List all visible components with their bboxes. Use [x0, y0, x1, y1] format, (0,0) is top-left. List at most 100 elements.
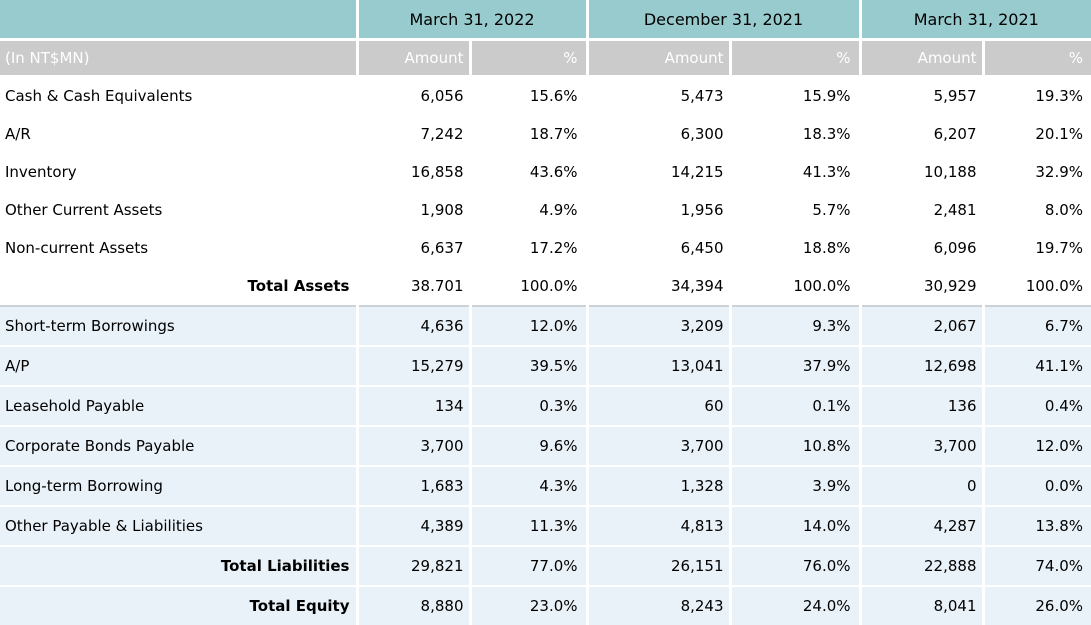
- percent-header: %: [730, 39, 862, 77]
- period-header-march-2022: March 31, 2022: [357, 0, 589, 41]
- amount-cell: 29,821: [357, 545, 472, 586]
- percent-cell: 9.3%: [730, 305, 862, 346]
- amount-cell: 3,209: [587, 305, 732, 346]
- amount-cell: 14,215: [587, 153, 732, 191]
- amount-cell: 30,929: [860, 267, 985, 306]
- amount-cell: 134: [357, 385, 472, 426]
- amount-cell: 2,481: [860, 191, 985, 229]
- percent-cell: 19.3%: [983, 76, 1091, 115]
- amount-cell: 4,287: [860, 505, 985, 546]
- table-row: Total Assets 38.701 100.0% 34,394 100.0% 30,9…: [0, 267, 1091, 306]
- amount-cell: 7,242: [357, 115, 472, 153]
- amount-cell: 136: [860, 385, 985, 426]
- amount-cell: 1,908: [357, 191, 472, 229]
- table-row: Other Payable & Liabilities 4,389 11.3% 4,8…: [0, 505, 1091, 546]
- percent-cell: 3.9%: [730, 465, 862, 506]
- amount-cell: 1,683: [357, 465, 472, 506]
- percent-cell: 0.1%: [730, 385, 862, 426]
- percent-cell: 6.7%: [983, 305, 1091, 346]
- percent-cell: 43.6%: [470, 153, 589, 191]
- row-label: Total Liabilities: [0, 545, 359, 586]
- amount-header: Amount: [587, 39, 732, 77]
- percent-cell: 19.7%: [983, 229, 1091, 267]
- amount-cell: 38.701: [357, 267, 472, 306]
- percent-cell: 23.0%: [470, 585, 589, 625]
- table-row: Cash & Cash Equivalents 6,056 15.6% 5,473 15…: [0, 76, 1091, 115]
- row-label: Cash & Cash Equivalents: [0, 76, 359, 115]
- amount-cell: 1,956: [587, 191, 732, 229]
- percent-cell: 15.9%: [730, 76, 862, 115]
- percent-header: %: [983, 39, 1091, 77]
- amount-cell: 5,957: [860, 76, 985, 115]
- amount-cell: 60: [587, 385, 732, 426]
- percent-cell: 4.9%: [470, 191, 589, 229]
- row-label: Short-term Borrowings: [0, 305, 359, 346]
- amount-cell: 6,300: [587, 115, 732, 153]
- percent-cell: 100.0%: [470, 267, 589, 306]
- amount-header: Amount: [357, 39, 472, 77]
- row-label: Other Payable & Liabilities: [0, 505, 359, 546]
- amount-cell: 4,636: [357, 305, 472, 346]
- period-header-row: March 31, 2022 December 31, 2021 March 3…: [0, 0, 1091, 41]
- row-label: Corporate Bonds Payable: [0, 425, 359, 466]
- amount-cell: 6,207: [860, 115, 985, 153]
- percent-cell: 26.0%: [983, 585, 1091, 625]
- percent-cell: 100.0%: [730, 267, 862, 306]
- percent-cell: 11.3%: [470, 505, 589, 546]
- percent-cell: 74.0%: [983, 545, 1091, 586]
- percent-cell: 12.0%: [983, 425, 1091, 466]
- table-row: Non-current Assets 6,637 17.2% 6,450 18.8% 6,…: [0, 229, 1091, 267]
- period-header-march-2021: March 31, 2021: [860, 0, 1091, 41]
- percent-cell: 8.0%: [983, 191, 1091, 229]
- percent-cell: 9.6%: [470, 425, 589, 466]
- amount-cell: 4,389: [357, 505, 472, 546]
- amount-cell: 12,698: [860, 345, 985, 386]
- table-row: Other Current Assets 1,908 4.9% 1,956 5.7% 2,…: [0, 191, 1091, 229]
- percent-cell: 18.8%: [730, 229, 862, 267]
- table-row: A/P 15,279 39.5% 13,041 37.9% 12,698 41.1%: [0, 345, 1091, 386]
- row-label: Other Current Assets: [0, 191, 359, 229]
- amount-cell: 13,041: [587, 345, 732, 386]
- amount-cell: 6,096: [860, 229, 985, 267]
- amount-cell: 16,858: [357, 153, 472, 191]
- percent-header: %: [470, 39, 589, 77]
- row-label: Non-current Assets: [0, 229, 359, 267]
- percent-cell: 41.1%: [983, 345, 1091, 386]
- amount-cell: 3,700: [587, 425, 732, 466]
- amount-cell: 6,056: [357, 76, 472, 115]
- amount-cell: 2,067: [860, 305, 985, 346]
- percent-cell: 14.0%: [730, 505, 862, 546]
- percent-cell: 24.0%: [730, 585, 862, 625]
- amount-cell: 22,888: [860, 545, 985, 586]
- amount-header: Amount: [860, 39, 985, 77]
- amount-cell: 1,328: [587, 465, 732, 506]
- unit-label: (In NT$MN): [0, 39, 359, 77]
- percent-cell: 76.0%: [730, 545, 862, 586]
- amount-cell: 3,700: [357, 425, 472, 466]
- row-label: Leasehold Payable: [0, 385, 359, 426]
- amount-cell: 8,243: [587, 585, 732, 625]
- table-row: A/R 7,242 18.7% 6,300 18.3% 6,207 20.1%: [0, 115, 1091, 153]
- percent-cell: 18.3%: [730, 115, 862, 153]
- percent-cell: 0.3%: [470, 385, 589, 426]
- amount-cell: 3,700: [860, 425, 985, 466]
- row-label: Inventory: [0, 153, 359, 191]
- table-row: Corporate Bonds Payable 3,700 9.6% 3,700 10.…: [0, 425, 1091, 466]
- row-label: Long-term Borrowing: [0, 465, 359, 506]
- period-header-december-2021: December 31, 2021: [587, 0, 862, 41]
- amount-cell: 26,151: [587, 545, 732, 586]
- row-label: Total Assets: [0, 267, 359, 306]
- amount-cell: 8,880: [357, 585, 472, 625]
- amount-cell: 0: [860, 465, 985, 506]
- percent-cell: 15.6%: [470, 76, 589, 115]
- sub-header-row: (In NT$MN) Amount % Amount % Amount %: [0, 39, 1091, 77]
- percent-cell: 13.8%: [983, 505, 1091, 546]
- percent-cell: 100.0%: [983, 267, 1091, 306]
- percent-cell: 17.2%: [470, 229, 589, 267]
- amount-cell: 6,450: [587, 229, 732, 267]
- table-body: Cash & Cash Equivalents 6,056 15.6% 5,473 15…: [0, 76, 1091, 625]
- percent-cell: 5.7%: [730, 191, 862, 229]
- table-row: Leasehold Payable 134 0.3% 60 0.1% 136 0.4%: [0, 385, 1091, 426]
- table-row: Inventory 16,858 43.6% 14,215 41.3% 10,188 32.…: [0, 153, 1091, 191]
